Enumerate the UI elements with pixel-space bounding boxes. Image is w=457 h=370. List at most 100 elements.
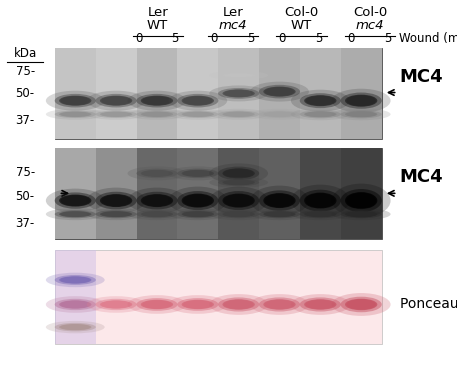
Ellipse shape	[345, 111, 377, 117]
Ellipse shape	[101, 195, 131, 206]
Ellipse shape	[181, 96, 214, 106]
Ellipse shape	[46, 296, 105, 313]
Ellipse shape	[332, 108, 391, 120]
Ellipse shape	[306, 112, 335, 117]
Ellipse shape	[46, 208, 105, 220]
Ellipse shape	[142, 96, 172, 105]
Ellipse shape	[141, 300, 173, 309]
Text: 50-: 50-	[16, 189, 35, 203]
Bar	[55, 250, 382, 344]
Ellipse shape	[209, 85, 268, 101]
Ellipse shape	[59, 111, 91, 117]
Ellipse shape	[141, 170, 173, 177]
Bar	[300, 48, 341, 139]
Text: 75-: 75-	[16, 64, 35, 78]
Ellipse shape	[61, 324, 90, 330]
Bar	[55, 48, 96, 139]
Ellipse shape	[61, 277, 90, 283]
Bar	[259, 48, 300, 139]
Ellipse shape	[332, 89, 391, 112]
Ellipse shape	[306, 96, 335, 106]
Ellipse shape	[223, 211, 255, 217]
Text: kDa: kDa	[14, 47, 37, 60]
Ellipse shape	[218, 88, 259, 99]
Ellipse shape	[304, 95, 336, 106]
Text: Col-0: Col-0	[353, 6, 387, 20]
Ellipse shape	[300, 93, 341, 108]
Ellipse shape	[96, 192, 137, 209]
Ellipse shape	[168, 91, 227, 111]
Ellipse shape	[224, 180, 253, 185]
Ellipse shape	[181, 194, 214, 208]
Ellipse shape	[55, 299, 96, 310]
Text: 0: 0	[279, 32, 286, 46]
Ellipse shape	[136, 192, 177, 209]
Ellipse shape	[250, 294, 309, 315]
Ellipse shape	[87, 296, 145, 313]
Ellipse shape	[55, 323, 96, 332]
Ellipse shape	[345, 299, 377, 310]
Ellipse shape	[340, 297, 382, 312]
Ellipse shape	[218, 191, 259, 210]
Ellipse shape	[224, 112, 253, 117]
Ellipse shape	[263, 211, 296, 217]
Text: 5: 5	[247, 32, 254, 46]
Ellipse shape	[224, 194, 253, 207]
Ellipse shape	[101, 96, 131, 105]
Ellipse shape	[346, 112, 376, 117]
Ellipse shape	[306, 300, 335, 309]
Text: 37-: 37-	[16, 114, 35, 127]
Ellipse shape	[340, 92, 382, 109]
Ellipse shape	[168, 166, 227, 180]
Ellipse shape	[168, 208, 227, 220]
Text: 0: 0	[136, 32, 143, 46]
Ellipse shape	[61, 112, 90, 117]
Ellipse shape	[177, 94, 218, 107]
Ellipse shape	[136, 210, 177, 218]
Ellipse shape	[300, 110, 341, 118]
Ellipse shape	[59, 211, 91, 217]
Bar	[55, 148, 96, 239]
Ellipse shape	[87, 188, 145, 213]
Ellipse shape	[265, 300, 294, 309]
Ellipse shape	[181, 170, 214, 177]
Ellipse shape	[59, 324, 91, 330]
Ellipse shape	[209, 109, 268, 120]
Ellipse shape	[291, 294, 350, 315]
Ellipse shape	[136, 94, 177, 107]
Bar	[218, 148, 259, 239]
Bar	[341, 48, 382, 139]
Ellipse shape	[306, 212, 335, 217]
Ellipse shape	[291, 185, 350, 216]
Ellipse shape	[209, 164, 268, 184]
Ellipse shape	[128, 188, 186, 213]
Ellipse shape	[340, 210, 382, 218]
Ellipse shape	[61, 96, 90, 105]
Ellipse shape	[141, 194, 173, 207]
Text: mc4: mc4	[219, 19, 247, 33]
Ellipse shape	[142, 112, 172, 117]
Ellipse shape	[142, 300, 172, 309]
Text: Ler: Ler	[223, 6, 244, 20]
Ellipse shape	[46, 321, 105, 333]
Ellipse shape	[101, 212, 131, 217]
Ellipse shape	[224, 169, 253, 178]
Ellipse shape	[332, 184, 391, 218]
Ellipse shape	[345, 211, 377, 217]
Ellipse shape	[259, 191, 300, 211]
Ellipse shape	[100, 96, 132, 106]
Ellipse shape	[59, 276, 91, 283]
Ellipse shape	[177, 191, 218, 210]
Bar	[341, 148, 382, 239]
Ellipse shape	[291, 208, 350, 220]
Text: 5: 5	[384, 32, 391, 46]
Text: 5: 5	[171, 32, 178, 46]
Text: WT: WT	[147, 19, 168, 33]
Ellipse shape	[265, 87, 294, 96]
Ellipse shape	[346, 212, 376, 217]
Ellipse shape	[183, 96, 213, 105]
Bar	[96, 48, 137, 139]
Ellipse shape	[55, 275, 96, 285]
Text: Ler: Ler	[147, 6, 168, 20]
Ellipse shape	[142, 170, 172, 176]
